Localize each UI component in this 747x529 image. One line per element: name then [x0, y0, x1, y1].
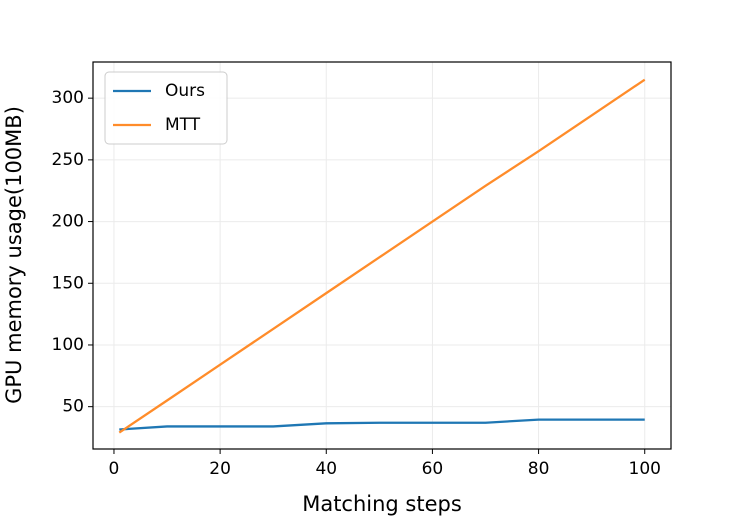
x-tick-label: 20 [209, 459, 231, 479]
x-tick-label: 80 [528, 459, 550, 479]
y-tick-label: 250 [52, 150, 84, 170]
x-tick-label: 0 [109, 459, 120, 479]
y-tick-label: 50 [62, 397, 84, 417]
x-tick-label: 100 [629, 459, 661, 479]
y-tick-label: 300 [52, 88, 84, 108]
x-tick-label: 40 [315, 459, 337, 479]
legend-label: Ours [165, 81, 205, 101]
series-line [118, 78, 646, 434]
legend: Ours MTT [104, 71, 228, 145]
x-tick-label: 60 [422, 459, 444, 479]
y-tick-label: 200 [52, 212, 84, 232]
x-axis-label: Matching steps [302, 492, 462, 516]
plot-frame [92, 61, 672, 450]
legend-label: MTT [165, 115, 201, 135]
y-tick-label: 150 [52, 273, 84, 293]
y-axis-label: GPU memory usage(100MB) [2, 106, 26, 404]
y-tick-label: 100 [52, 335, 84, 355]
series-line [119, 418, 645, 431]
